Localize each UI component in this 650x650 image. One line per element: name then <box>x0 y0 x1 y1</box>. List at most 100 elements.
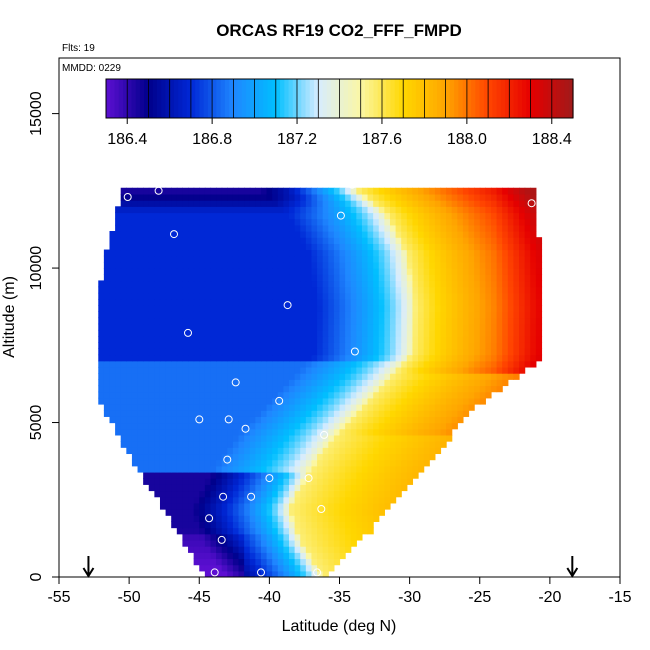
heatmap-cell <box>322 286 329 294</box>
heatmap-cell <box>165 385 172 393</box>
heatmap-cell <box>401 193 408 201</box>
heatmap-cell <box>350 379 357 387</box>
heatmap-cell <box>361 311 369 319</box>
heatmap-cell <box>283 379 290 387</box>
heatmap-cell <box>322 552 329 560</box>
heatmap-cell <box>339 539 346 547</box>
heatmap-cell <box>367 261 374 269</box>
heatmap-cell <box>328 360 335 368</box>
heatmap-cell <box>457 342 464 349</box>
colorbar-swatch <box>420 79 426 118</box>
heatmap-cell <box>204 224 212 232</box>
heatmap-cell <box>283 243 290 251</box>
heatmap-cell <box>289 237 296 244</box>
heatmap-cell <box>462 255 470 263</box>
heatmap-cell <box>216 447 223 455</box>
heatmap-cell <box>289 243 296 251</box>
heatmap-cell <box>131 305 139 312</box>
heatmap-cell <box>350 385 357 393</box>
heatmap-cell <box>356 311 363 319</box>
heatmap-cell <box>389 261 397 269</box>
heatmap-cell <box>524 212 531 220</box>
heatmap-cell <box>485 280 492 288</box>
heatmap-cell <box>176 391 184 399</box>
heatmap-cell <box>131 206 139 214</box>
heatmap-cell <box>361 292 369 300</box>
heatmap-cell <box>373 249 380 257</box>
heatmap-cell <box>333 354 341 362</box>
heatmap-cell <box>255 428 262 436</box>
heatmap-cell <box>260 447 268 455</box>
heatmap-cell <box>182 471 189 479</box>
heatmap-cell <box>418 200 425 207</box>
heatmap-cell <box>227 478 234 485</box>
heatmap-cell <box>519 261 526 269</box>
heatmap-cell <box>182 243 189 251</box>
heatmap-cell <box>221 280 228 288</box>
heatmap-cell <box>255 317 262 325</box>
heatmap-cell <box>266 354 273 362</box>
heatmap-cell <box>216 385 223 393</box>
heatmap-cell <box>272 422 279 430</box>
heatmap-cell <box>350 496 357 504</box>
heatmap-cell <box>266 502 273 510</box>
heatmap-cell <box>361 422 369 430</box>
heatmap-cell <box>199 496 206 504</box>
heatmap-cell <box>305 193 313 201</box>
heatmap-cell <box>429 274 436 282</box>
heatmap-cell <box>519 323 526 331</box>
heatmap-cell <box>216 527 223 535</box>
heatmap-cell <box>474 323 481 331</box>
heatmap-cell <box>260 509 268 516</box>
heatmap-cell <box>305 441 313 448</box>
heatmap-cell <box>474 305 481 312</box>
heatmap-cell <box>277 447 284 455</box>
heatmap-cell <box>260 212 268 220</box>
heatmap-cell <box>345 206 352 214</box>
heatmap-cell <box>395 471 402 479</box>
heatmap-cell <box>143 379 150 387</box>
heatmap-cell <box>165 422 172 430</box>
heatmap-cell <box>165 336 172 343</box>
heatmap-cell <box>283 329 290 337</box>
heatmap-cell <box>345 360 352 368</box>
heatmap-cell <box>535 342 543 349</box>
heatmap-cell <box>378 478 385 485</box>
heatmap-cell <box>204 471 212 479</box>
heatmap-cell <box>272 558 279 566</box>
heatmap-cell <box>232 212 240 220</box>
heatmap-cell <box>171 385 178 393</box>
heatmap-cell <box>474 224 481 232</box>
heatmap-cell <box>289 224 296 232</box>
heatmap-cell <box>446 428 453 436</box>
heatmap-cell <box>171 329 178 337</box>
heatmap-cell <box>496 385 503 393</box>
colorbar-swatch <box>250 79 256 118</box>
heatmap-cell <box>126 366 133 374</box>
heatmap-cell <box>350 286 357 294</box>
heatmap-cell <box>103 298 111 306</box>
heatmap-cell <box>289 329 296 337</box>
heatmap-cell <box>322 268 329 275</box>
heatmap-cell <box>159 385 167 393</box>
heatmap-cell <box>216 261 223 269</box>
heatmap-cell <box>440 336 447 343</box>
heatmap-cell <box>474 292 481 300</box>
heatmap-cell <box>317 342 324 349</box>
heatmap-cell <box>176 348 184 356</box>
colorbar-tick-label: 187.6 <box>362 131 402 148</box>
heatmap-cell <box>232 243 240 251</box>
heatmap-cell <box>462 366 470 374</box>
heatmap-cell <box>126 422 133 430</box>
heatmap-cell <box>294 261 301 269</box>
heatmap-cell <box>434 268 442 275</box>
heatmap-cell <box>502 200 509 207</box>
heatmap-cell <box>333 509 341 516</box>
heatmap-cell <box>188 224 195 232</box>
heatmap-cell <box>434 410 442 417</box>
heatmap-cell <box>502 323 509 331</box>
heatmap-cell <box>373 224 380 232</box>
heatmap-cell <box>255 416 262 424</box>
heatmap-cell <box>165 397 172 405</box>
heatmap-cell <box>350 200 357 207</box>
